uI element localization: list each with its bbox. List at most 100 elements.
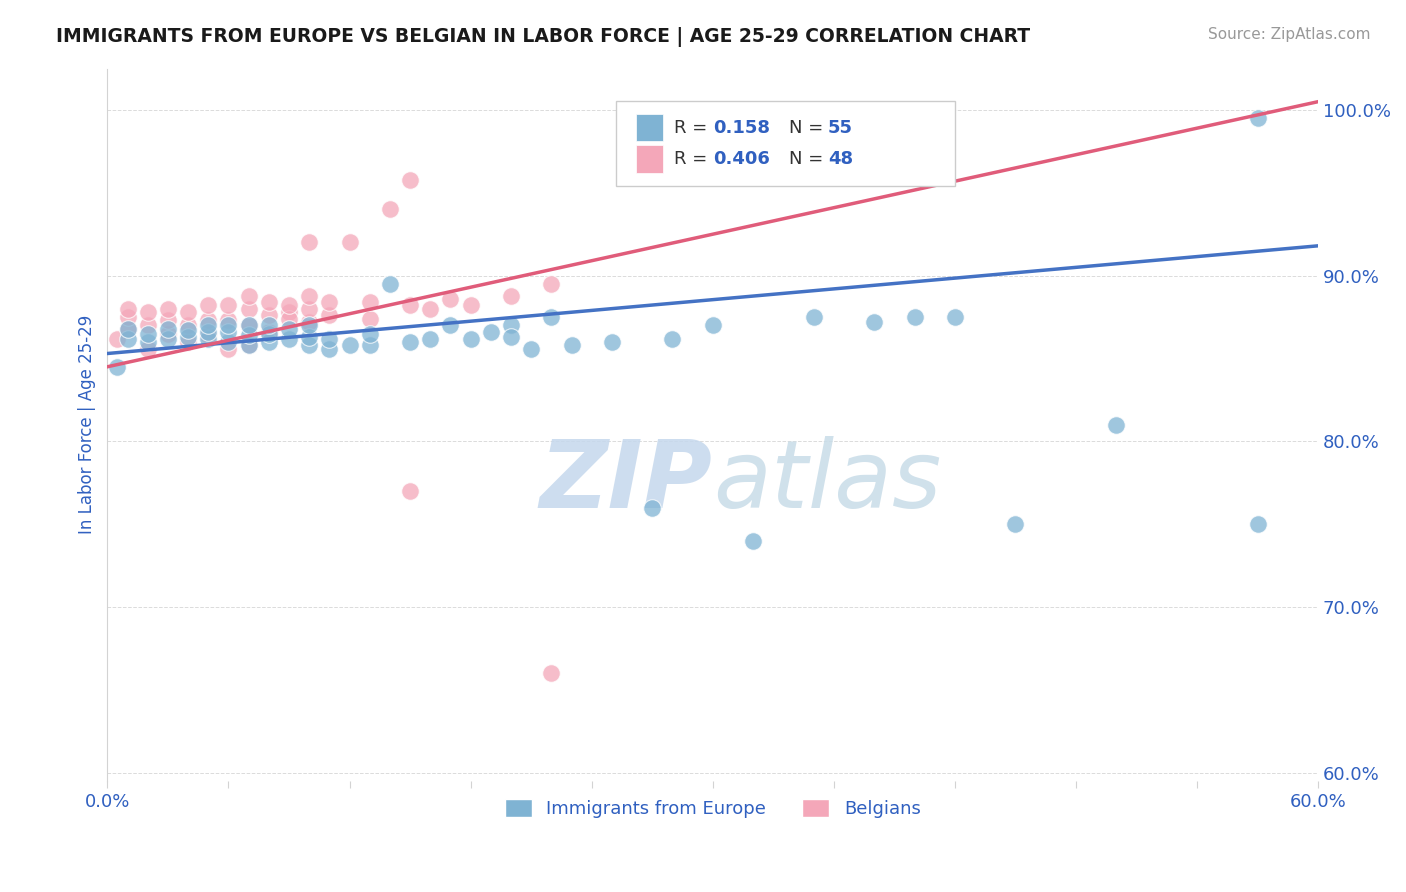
Point — [359, 311, 381, 326]
FancyBboxPatch shape — [616, 101, 955, 186]
Point — [217, 325, 239, 339]
Point — [803, 310, 825, 324]
Point — [156, 326, 179, 341]
Point — [318, 342, 340, 356]
Text: atlas: atlas — [713, 436, 941, 527]
Point — [339, 338, 361, 352]
Point — [238, 318, 260, 333]
Point — [238, 301, 260, 316]
Point — [278, 298, 301, 312]
Text: ZIP: ZIP — [540, 436, 713, 528]
Point — [177, 334, 200, 349]
Point — [197, 332, 219, 346]
Point — [107, 332, 129, 346]
Text: N =: N = — [789, 119, 830, 136]
Point — [399, 298, 422, 312]
Text: 0.406: 0.406 — [713, 150, 769, 168]
Point — [217, 318, 239, 333]
Point — [460, 298, 482, 312]
Point — [399, 172, 422, 186]
Point — [197, 298, 219, 312]
Point — [257, 334, 280, 349]
Point — [238, 328, 260, 343]
Point — [217, 313, 239, 327]
Point — [117, 321, 139, 335]
Point — [156, 313, 179, 327]
Point — [257, 295, 280, 310]
Point — [298, 318, 321, 333]
Text: 55: 55 — [828, 119, 853, 136]
Point — [460, 332, 482, 346]
Point — [1246, 517, 1268, 532]
Point — [278, 332, 301, 346]
Point — [540, 310, 562, 324]
Point — [238, 318, 260, 333]
Point — [1246, 112, 1268, 126]
Point — [439, 292, 461, 306]
Point — [117, 321, 139, 335]
Text: R =: R = — [673, 119, 713, 136]
Y-axis label: In Labor Force | Age 25-29: In Labor Force | Age 25-29 — [79, 315, 96, 534]
Point — [107, 359, 129, 374]
Point — [298, 338, 321, 352]
Point — [217, 342, 239, 356]
Point — [318, 309, 340, 323]
Point — [661, 332, 683, 346]
Point — [238, 338, 260, 352]
Point — [499, 318, 522, 333]
Point — [197, 318, 219, 333]
Point — [156, 332, 179, 346]
Point — [238, 338, 260, 352]
Point — [278, 321, 301, 335]
Point — [197, 325, 219, 339]
Point — [298, 288, 321, 302]
Text: N =: N = — [789, 150, 830, 168]
Text: 48: 48 — [828, 150, 853, 168]
Point — [238, 288, 260, 302]
Point — [318, 295, 340, 310]
Point — [1105, 417, 1128, 432]
Point — [540, 666, 562, 681]
Point — [136, 342, 159, 356]
Point — [257, 325, 280, 339]
Point — [540, 277, 562, 291]
Point — [117, 310, 139, 324]
Point — [217, 334, 239, 349]
Point — [863, 315, 886, 329]
Point — [378, 277, 401, 291]
Point — [378, 202, 401, 217]
Point — [197, 328, 219, 343]
FancyBboxPatch shape — [637, 114, 664, 141]
Point — [257, 318, 280, 333]
Point — [419, 332, 441, 346]
Point — [197, 313, 219, 327]
Point — [117, 332, 139, 346]
Point — [298, 301, 321, 316]
Point — [399, 334, 422, 349]
Point — [298, 235, 321, 250]
Point — [278, 311, 301, 326]
Point — [217, 298, 239, 312]
Point — [520, 342, 543, 356]
Point — [903, 310, 925, 324]
Point — [359, 338, 381, 352]
Text: Source: ZipAtlas.com: Source: ZipAtlas.com — [1208, 27, 1371, 42]
Point — [499, 330, 522, 344]
Point — [177, 323, 200, 337]
Text: 0.158: 0.158 — [713, 119, 769, 136]
Point — [499, 288, 522, 302]
Point — [399, 483, 422, 498]
Point — [156, 321, 179, 335]
Point — [742, 533, 765, 548]
Point — [419, 301, 441, 316]
Point — [257, 309, 280, 323]
Point — [298, 330, 321, 344]
Point — [278, 305, 301, 319]
Point — [177, 330, 200, 344]
Point — [136, 334, 159, 349]
Point — [136, 305, 159, 319]
Point — [600, 334, 623, 349]
Point — [257, 326, 280, 341]
Point — [177, 305, 200, 319]
Point — [177, 318, 200, 333]
